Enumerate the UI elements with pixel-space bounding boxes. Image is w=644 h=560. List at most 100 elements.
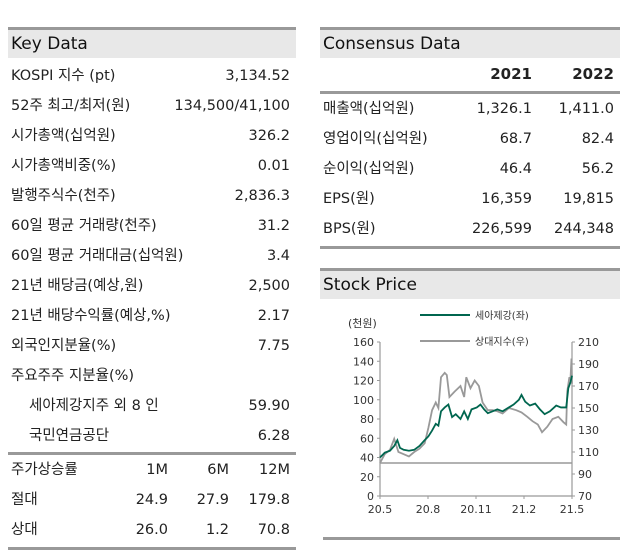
consensus-title: Consensus Data — [320, 27, 620, 58]
returns-header: 주가상승률 1M 6M 12M — [11, 455, 290, 485]
row-value: 3,134.52 — [225, 68, 290, 84]
value-2022: 1,411.0 — [558, 101, 614, 117]
shareholder-row: 국민연금공단 6.28 — [11, 421, 290, 451]
consensus-row: EPS(원) 16,359 19,815 — [323, 184, 614, 214]
row-label: 순이익(십억원) — [323, 161, 415, 177]
value-2021: 226,599 — [472, 221, 532, 237]
stock-price-panel: Stock Price — [320, 268, 620, 299]
row-label: 절대 — [11, 492, 38, 508]
value-2022: 56.2 — [581, 161, 614, 177]
year-2021: 2021 — [490, 65, 532, 83]
key-data-row: 21년 배당금(예상,원) 2,500 — [11, 271, 290, 301]
value-1m: 24.9 — [135, 492, 168, 508]
returns-row: 상대 26.0 1.2 70.8 — [11, 515, 290, 545]
key-data-row: 21년 배당수익률(예상,%) 2.17 — [11, 301, 290, 331]
consensus-row: BPS(원) 226,599 244,348 — [323, 214, 614, 244]
row-label: 외국인지분율(%) — [11, 338, 117, 354]
stock-price-title: Stock Price — [320, 268, 620, 299]
row-label: 시가총액비중(%) — [11, 158, 117, 174]
row-value: 2,500 — [248, 278, 290, 294]
row-label: 발행주식수(천주) — [11, 188, 116, 204]
value-2022: 19,815 — [563, 191, 614, 207]
x-tick-label: 20.5 — [368, 503, 393, 516]
series-line-relative — [379, 358, 573, 464]
row-value: 3.4 — [266, 248, 290, 264]
returns-row: 절대 24.9 27.9 179.8 — [11, 485, 290, 515]
consensus-year-header: 2021 2022 — [320, 58, 620, 91]
row-value: 0.01 — [257, 158, 290, 174]
consensus-panel: Consensus Data 2021 2022 매출액(십억원) 1,326.1… — [320, 27, 620, 249]
row-value: 7.75 — [257, 338, 290, 354]
value-6m: 27.9 — [196, 492, 229, 508]
y2-tick-label: 210 — [578, 336, 599, 349]
value-6m: 1.2 — [205, 522, 229, 538]
y-tick-label: 140 — [353, 355, 374, 368]
y-tick-label: 120 — [353, 375, 374, 388]
y2-tick-label: 110 — [578, 446, 599, 459]
legend-label: 상대지수(우) — [475, 336, 529, 348]
consensus-row: 영업이익(십억원) 68.7 82.4 — [323, 124, 614, 154]
col-1m: 1M — [146, 462, 168, 478]
y2-tick-label: 150 — [578, 402, 599, 415]
key-data-row: 시가총액(십억원) 326.2 — [11, 121, 290, 151]
year-2022: 2022 — [572, 65, 614, 83]
stock-price-bottom-rule — [323, 537, 620, 540]
key-data-panel: Key Data KOSPI 지수 (pt) 3,134.52 52주 최고/최저(… — [8, 27, 296, 550]
y2-tick-label: 70 — [578, 490, 592, 503]
shareholder-value: 6.28 — [257, 428, 290, 444]
value-2021: 68.7 — [499, 131, 532, 147]
value-2021: 1,326.1 — [476, 101, 532, 117]
value-12m: 179.8 — [248, 492, 290, 508]
y2-tick-label: 90 — [578, 468, 592, 481]
value-12m: 70.8 — [257, 522, 290, 538]
row-label: 60일 평균 거래량(천주) — [11, 218, 157, 234]
key-data-row: 60일 평균 거래량(천주) 31.2 — [11, 211, 290, 241]
row-label: 매출액(십억원) — [323, 101, 415, 117]
y2-tick-label: 170 — [578, 380, 599, 393]
shareholder-name: 세아제강지주 외 8 인 — [29, 398, 159, 414]
key-data-row: KOSPI 지수 (pt) 3,134.52 — [11, 61, 290, 91]
x-tick-label: 20.11 — [460, 503, 492, 516]
row-value: 134,500/41,100 — [174, 98, 290, 114]
row-label: 영업이익(십억원) — [323, 131, 428, 147]
y-tick-label: 60 — [360, 432, 374, 445]
y-axis-label: (천원) — [348, 316, 377, 330]
row-label: 주요주주 지분율(%) — [11, 368, 135, 384]
row-label: BPS(원) — [323, 221, 376, 237]
value-1m: 26.0 — [135, 522, 168, 538]
y-tick-label: 0 — [367, 490, 374, 503]
row-label: KOSPI 지수 (pt) — [11, 68, 116, 84]
y-tick-label: 80 — [360, 413, 374, 426]
y-tick-label: 100 — [353, 394, 374, 407]
row-value: 326.2 — [248, 128, 290, 144]
returns-label: 주가상승률 — [11, 462, 78, 478]
key-data-row: 외국인지분율(%) 7.75 — [11, 331, 290, 361]
row-label: 60일 평균 거래대금(십억원) — [11, 248, 184, 264]
y-tick-label: 20 — [360, 471, 374, 484]
row-label: 21년 배당금(예상,원) — [11, 278, 144, 294]
row-label: 21년 배당수익률(예상,%) — [11, 308, 171, 324]
row-value: 31.2 — [257, 218, 290, 234]
shareholders-header: 주요주주 지분율(%) — [11, 361, 290, 391]
key-data-row: 52주 최고/최저(원) 134,500/41,100 — [11, 91, 290, 121]
y-tick-label: 40 — [360, 452, 374, 465]
row-label: EPS(원) — [323, 191, 375, 207]
key-data-title: Key Data — [8, 27, 296, 58]
key-data-row: 60일 평균 거래대금(십억원) 3.4 — [11, 241, 290, 271]
value-2022: 82.4 — [581, 131, 614, 147]
x-tick-label: 21.2 — [512, 503, 537, 516]
row-value: 2.17 — [257, 308, 290, 324]
col-12m: 12M — [259, 462, 290, 478]
x-tick-label: 21.5 — [560, 503, 585, 516]
y2-tick-label: 130 — [578, 424, 599, 437]
shareholder-name: 국민연금공단 — [29, 428, 110, 444]
key-data-row: 발행주식수(천주) 2,836.3 — [11, 181, 290, 211]
value-2022: 244,348 — [554, 221, 614, 237]
value-2021: 46.4 — [499, 161, 532, 177]
y-tick-label: 160 — [353, 336, 374, 349]
key-data-row: 시가총액비중(%) 0.01 — [11, 151, 290, 181]
col-6m: 6M — [207, 462, 229, 478]
row-value: 2,836.3 — [234, 188, 290, 204]
row-label: 시가총액(십억원) — [11, 128, 116, 144]
shareholder-row: 세아제강지주 외 8 인 59.90 — [11, 391, 290, 421]
